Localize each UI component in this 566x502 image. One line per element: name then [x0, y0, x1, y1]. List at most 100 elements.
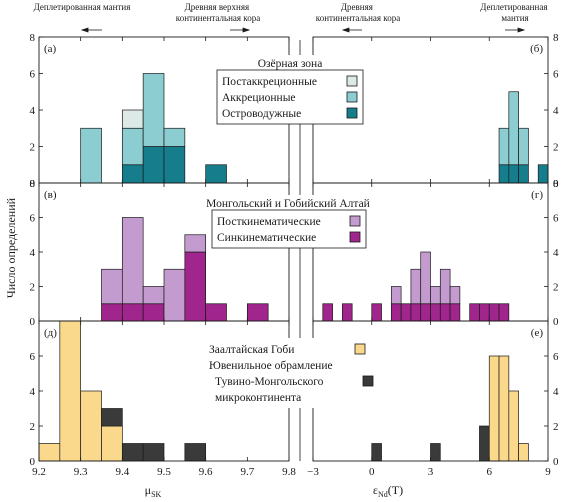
- x-tick-label: 9.7: [240, 466, 254, 478]
- bar-synkinematic: [479, 303, 490, 322]
- bar-synkinematic: [322, 303, 333, 322]
- bar-postkinematic: [101, 268, 123, 305]
- y-tick-label: 6: [30, 213, 36, 225]
- legend-swatch-postkinematic: [349, 215, 361, 227]
- bar-postaccretion: [121, 109, 144, 129]
- bar-accretion: [121, 127, 144, 166]
- panel-label: (е): [531, 327, 544, 339]
- bar-postkinematic: [163, 268, 186, 322]
- bar-postkinematic: [420, 251, 431, 305]
- y-tick-label: 0: [30, 456, 36, 468]
- y-axis-label: Число определений: [4, 197, 18, 298]
- bar-synkinematic: [439, 303, 451, 322]
- panel-label: (г): [531, 189, 543, 201]
- panel-1-left: 0 2 4 6 8 (а): [30, 32, 290, 190]
- x-axis-label-right-main: ε: [373, 483, 378, 497]
- legend-swatch-tuvino: [362, 375, 374, 387]
- y-tick-label: 0: [553, 178, 559, 190]
- bar-tuvino: [184, 443, 207, 462]
- y-tick-label: 2: [30, 142, 36, 154]
- row-title: Озёрная зона: [258, 58, 323, 70]
- panel-label: (в): [44, 189, 57, 201]
- x-tick-label: 9.8: [282, 466, 296, 478]
- top-annotations: Деплетированная мантия Древняя верхняя к…: [34, 2, 549, 33]
- y-tick-label: 6: [553, 213, 559, 225]
- x-axis-label-right-suffix: (T): [388, 483, 403, 497]
- legend-label: Посткинематические: [217, 216, 321, 228]
- bar-juvenile: [80, 390, 102, 462]
- legend-swatch-postaccretion: [346, 75, 358, 87]
- bar-synkinematic: [469, 303, 480, 322]
- y-tick-label: 4: [30, 105, 36, 117]
- x-axis-label-right-sub: Nd: [378, 490, 388, 499]
- arrow-right-icon: [505, 27, 526, 33]
- x-tick-label: 9.3: [74, 466, 88, 478]
- x-axis-label-left-sub: SK: [151, 490, 161, 499]
- x-tick-label: 0: [369, 466, 375, 478]
- bar-synkinematic: [420, 303, 431, 322]
- annotation-old-upper-crust-line1: Древняя верхняя: [185, 2, 250, 12]
- bar-juvenile: [101, 425, 123, 462]
- bar-tuvino: [371, 443, 382, 462]
- y-tick-label: 8: [30, 32, 36, 44]
- row-title-bg: [215, 55, 365, 70]
- bar-juvenile: [38, 443, 61, 462]
- bar-island-arc: [163, 146, 186, 184]
- panels: 0 2 4 6 8 (а) 0 2 4 6 8 (б) 0 2 4 6 8 (в) 0 2 4 6 8 (г) 0 2 4 6 9.2 9…: [30, 32, 560, 478]
- y-tick-label: 6: [30, 351, 36, 363]
- y-tick-label: 0: [553, 456, 559, 468]
- bar-synkinematic: [142, 303, 165, 322]
- bar-accretion: [142, 73, 165, 147]
- y-tick-label: 0: [553, 316, 559, 328]
- bar-synkinematic: [342, 303, 353, 322]
- y-tick-label: 4: [30, 386, 36, 398]
- legend-row-3: Заалтайская Гоби Ювенильное обрамление Тув…: [205, 338, 385, 408]
- y-tick-label: 8: [553, 178, 559, 190]
- bar-accretion: [498, 127, 510, 166]
- bar-island-arc: [537, 164, 549, 184]
- bar-accretion: [518, 127, 529, 166]
- bar-synkinematic: [488, 303, 500, 322]
- legend-label: Аккреционные: [222, 92, 296, 104]
- y-tick-label: 6: [30, 69, 36, 81]
- x-tick-label: 9.4: [115, 466, 129, 478]
- y-tick-label: 4: [553, 247, 559, 259]
- arrow-right-icon: [230, 27, 251, 33]
- annotation-old-crust: Древняя континентальная кора: [316, 2, 400, 23]
- bar-synkinematic: [410, 303, 422, 322]
- x-axis-label-right: εNd(T): [373, 483, 403, 499]
- bar-postkinematic: [449, 286, 461, 305]
- x-axis-label-left: μSK: [145, 483, 162, 499]
- annotation-old-crust-line2: континентальная кора: [316, 13, 400, 23]
- y-tick-label: 8: [30, 178, 36, 190]
- annotation-depleted-mantle-right-line2: мантия: [501, 13, 528, 23]
- x-tick-label: 9: [545, 466, 551, 478]
- annotation-old-upper-crust-line2: континентальная кора: [176, 13, 260, 23]
- legend-row-2: Монгольский и Гобийский Алтай Посткинемат…: [188, 195, 388, 249]
- bar-postkinematic: [121, 217, 144, 305]
- panel-label: (а): [44, 43, 57, 55]
- annotation-depleted-mantle-left: Деплетированная мантия: [34, 2, 131, 12]
- arrow-left-icon: [341, 27, 362, 33]
- bar-postkinematic: [142, 286, 165, 305]
- bar-postkinematic: [184, 234, 207, 253]
- bar-juvenile: [518, 443, 529, 462]
- annotation-depleted-mantle-right: Деплетированная мантия: [480, 2, 549, 23]
- bar-juvenile: [498, 355, 510, 462]
- bar-synkinematic: [184, 251, 207, 322]
- bar-accretion: [163, 127, 186, 147]
- bar-island-arc: [121, 164, 144, 184]
- y-tick-label: 2: [553, 421, 559, 433]
- bar-synkinematic: [430, 303, 441, 322]
- legend-swatch-island-arc: [346, 107, 358, 119]
- bar-postkinematic: [439, 268, 451, 305]
- bar-synkinematic: [498, 303, 510, 322]
- x-axis-label-left-main: μ: [145, 483, 151, 497]
- y-tick-label: 2: [553, 282, 559, 294]
- x-tick-label: 3: [428, 466, 434, 478]
- y-tick-label: 4: [30, 247, 36, 259]
- bar-accretion: [80, 127, 102, 184]
- bar-postkinematic: [410, 268, 422, 305]
- row-title: Монгольский и Гобийский Алтай: [206, 198, 370, 210]
